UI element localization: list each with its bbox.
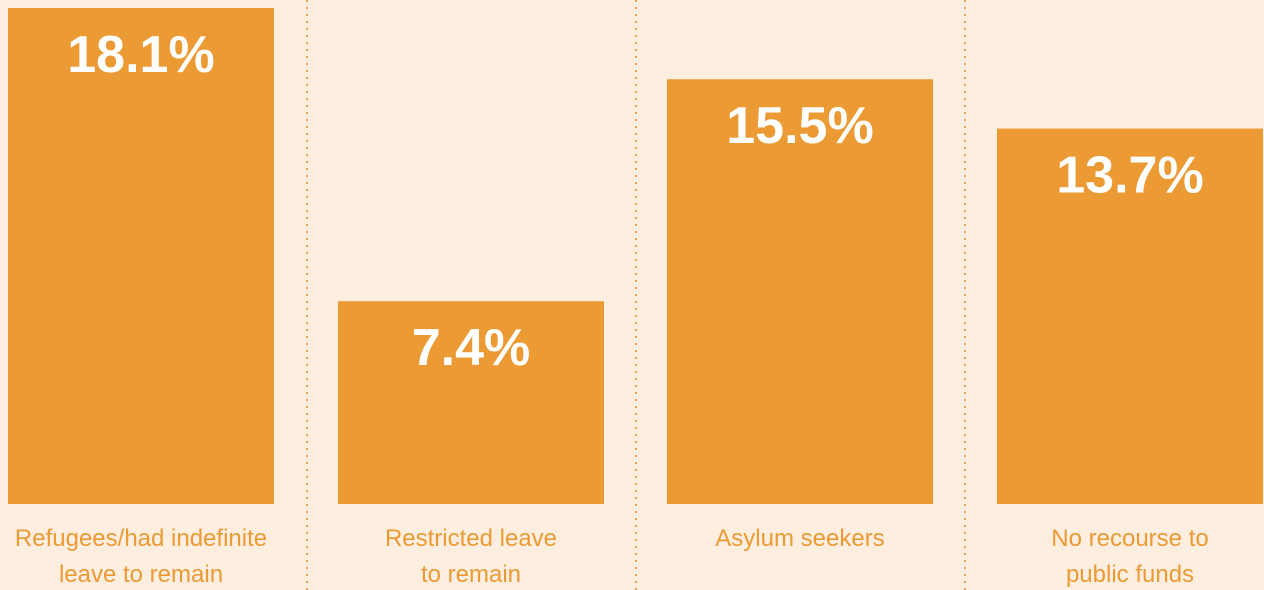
category-label: Refugees/had indefinite (15, 525, 267, 552)
bar (8, 8, 274, 504)
bar (997, 128, 1263, 504)
bar-value-label: 15.5% (726, 97, 873, 155)
category-label: to remain (421, 561, 521, 588)
bar-value-label: 18.1% (67, 26, 214, 84)
category-label: leave to remain (59, 561, 223, 588)
category-label: Restricted leave (385, 525, 557, 552)
bar (338, 301, 604, 504)
category-label: Asylum seekers (715, 525, 884, 552)
bar (667, 79, 933, 504)
bar-value-label: 13.7% (1056, 147, 1203, 205)
bar-value-label: 7.4% (412, 319, 531, 377)
category-label: No recourse to (1051, 525, 1208, 552)
bars-group: 18.1% Refugees/had indefinite leave to rem… (8, 8, 1263, 588)
category-label: public funds (1066, 561, 1194, 588)
